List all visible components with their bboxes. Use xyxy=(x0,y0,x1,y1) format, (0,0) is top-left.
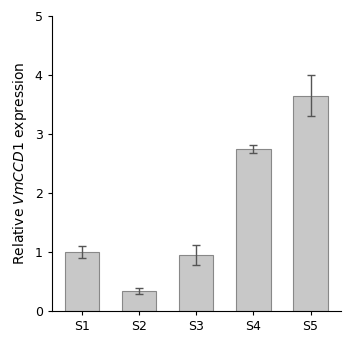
Bar xyxy=(236,149,271,311)
Bar xyxy=(179,255,213,311)
Y-axis label: Relative $\mathit{VmCCD1}$ expression: Relative $\mathit{VmCCD1}$ expression xyxy=(11,62,29,265)
Bar xyxy=(294,96,328,311)
Bar xyxy=(122,291,156,311)
Bar xyxy=(65,252,99,311)
